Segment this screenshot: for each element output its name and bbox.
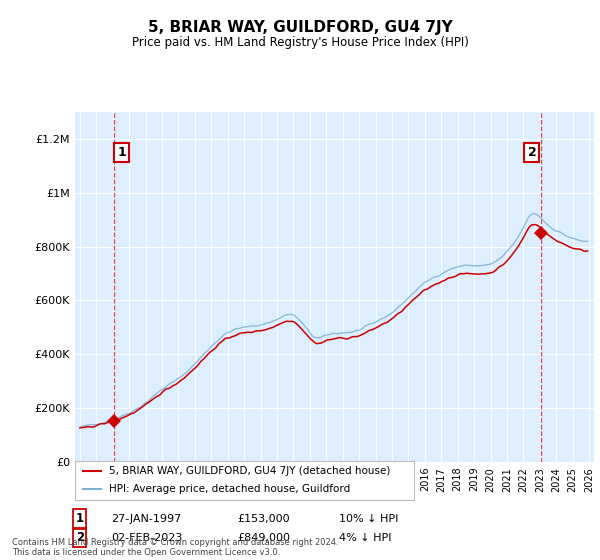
Text: 4% ↓ HPI: 4% ↓ HPI — [339, 533, 391, 543]
Text: £153,000: £153,000 — [237, 514, 290, 524]
Text: £849,000: £849,000 — [237, 533, 290, 543]
Text: 1: 1 — [76, 512, 84, 525]
Text: 27-JAN-1997: 27-JAN-1997 — [111, 514, 181, 524]
Text: Contains HM Land Registry data © Crown copyright and database right 2024.
This d: Contains HM Land Registry data © Crown c… — [12, 538, 338, 557]
Text: 5, BRIAR WAY, GUILDFORD, GU4 7JY: 5, BRIAR WAY, GUILDFORD, GU4 7JY — [148, 20, 452, 35]
Text: 2: 2 — [76, 531, 84, 544]
Text: HPI: Average price, detached house, Guildford: HPI: Average price, detached house, Guil… — [109, 484, 350, 494]
Text: 1: 1 — [117, 146, 126, 159]
Text: Price paid vs. HM Land Registry's House Price Index (HPI): Price paid vs. HM Land Registry's House … — [131, 36, 469, 49]
Text: 10% ↓ HPI: 10% ↓ HPI — [339, 514, 398, 524]
Text: 5, BRIAR WAY, GUILDFORD, GU4 7JY (detached house): 5, BRIAR WAY, GUILDFORD, GU4 7JY (detach… — [109, 466, 390, 476]
Text: 02-FEB-2023: 02-FEB-2023 — [111, 533, 182, 543]
Text: 2: 2 — [527, 146, 536, 159]
